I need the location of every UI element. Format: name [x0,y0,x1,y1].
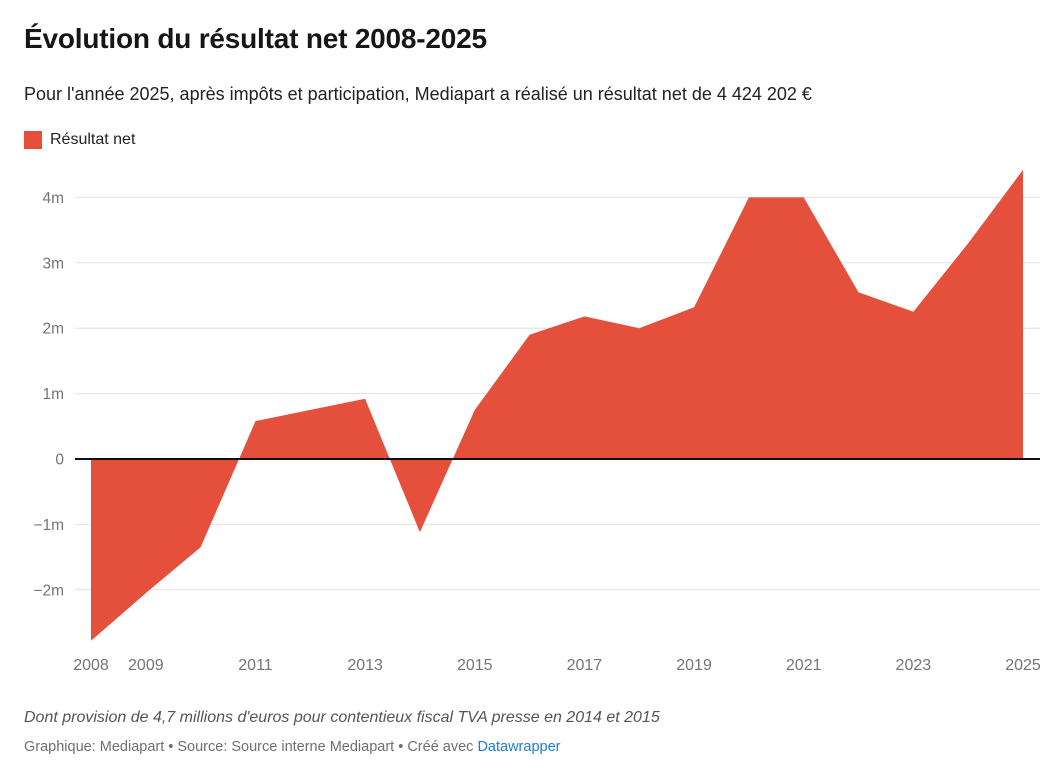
legend-color-swatch [24,131,42,149]
datawrapper-link[interactable]: Datawrapper [477,739,561,755]
y-axis-tick-label: 2m [42,321,64,338]
y-axis-tick-label: −1m [33,517,64,534]
x-axis-tick-label: 2015 [457,657,493,674]
net-result-area [91,169,1023,641]
chart-credits: Graphique: Mediapart • Source: Source in… [24,738,1040,756]
x-axis-tick-label: 2008 [73,657,109,674]
x-axis-tick-label: 2011 [238,657,273,674]
chart-footnote: Dont provision de 4,7 millions d'euros p… [24,709,660,726]
chart-subtitle: Pour l'année 2025, après impôts et parti… [24,84,812,104]
area-chart-canvas: 4m 3m 2m 1m 0 −1m −2m 2008 2009 2011 2013 2015 2017 2… [33,169,1041,674]
net-result-area-chart: 4m 3m 2m 1m 0 −1m −2m 2008 2009 2011 2013 2015 2017 2… [0,160,1064,680]
legend-label: Résultat net [50,131,136,148]
x-axis-tick-label: 2025 [1005,657,1041,674]
chart-header: Évolution du résultat net 2008-2025 Pour… [24,22,1040,104]
y-axis-tick-label: 3m [42,255,64,272]
x-axis-tick-label: 2017 [567,657,603,674]
x-axis-tick-label: 2023 [896,657,932,674]
y-axis-tick-label: 1m [42,386,64,403]
y-axis-tick-label: 0 [55,452,64,469]
x-axis-tick-label: 2013 [347,657,383,674]
x-axis-tick-label: 2019 [676,657,712,674]
x-axis-tick-label: 2009 [128,657,164,674]
chart-legend: Résultat net [24,131,135,149]
x-axis-tick-label: 2021 [786,657,822,674]
chart-title: Évolution du résultat net 2008-2025 [24,23,487,54]
y-axis-tick-label: −2m [33,582,64,599]
y-axis-tick-label: 4m [42,190,64,207]
credits-text: Graphique: Mediapart • Source: Source in… [24,739,478,755]
